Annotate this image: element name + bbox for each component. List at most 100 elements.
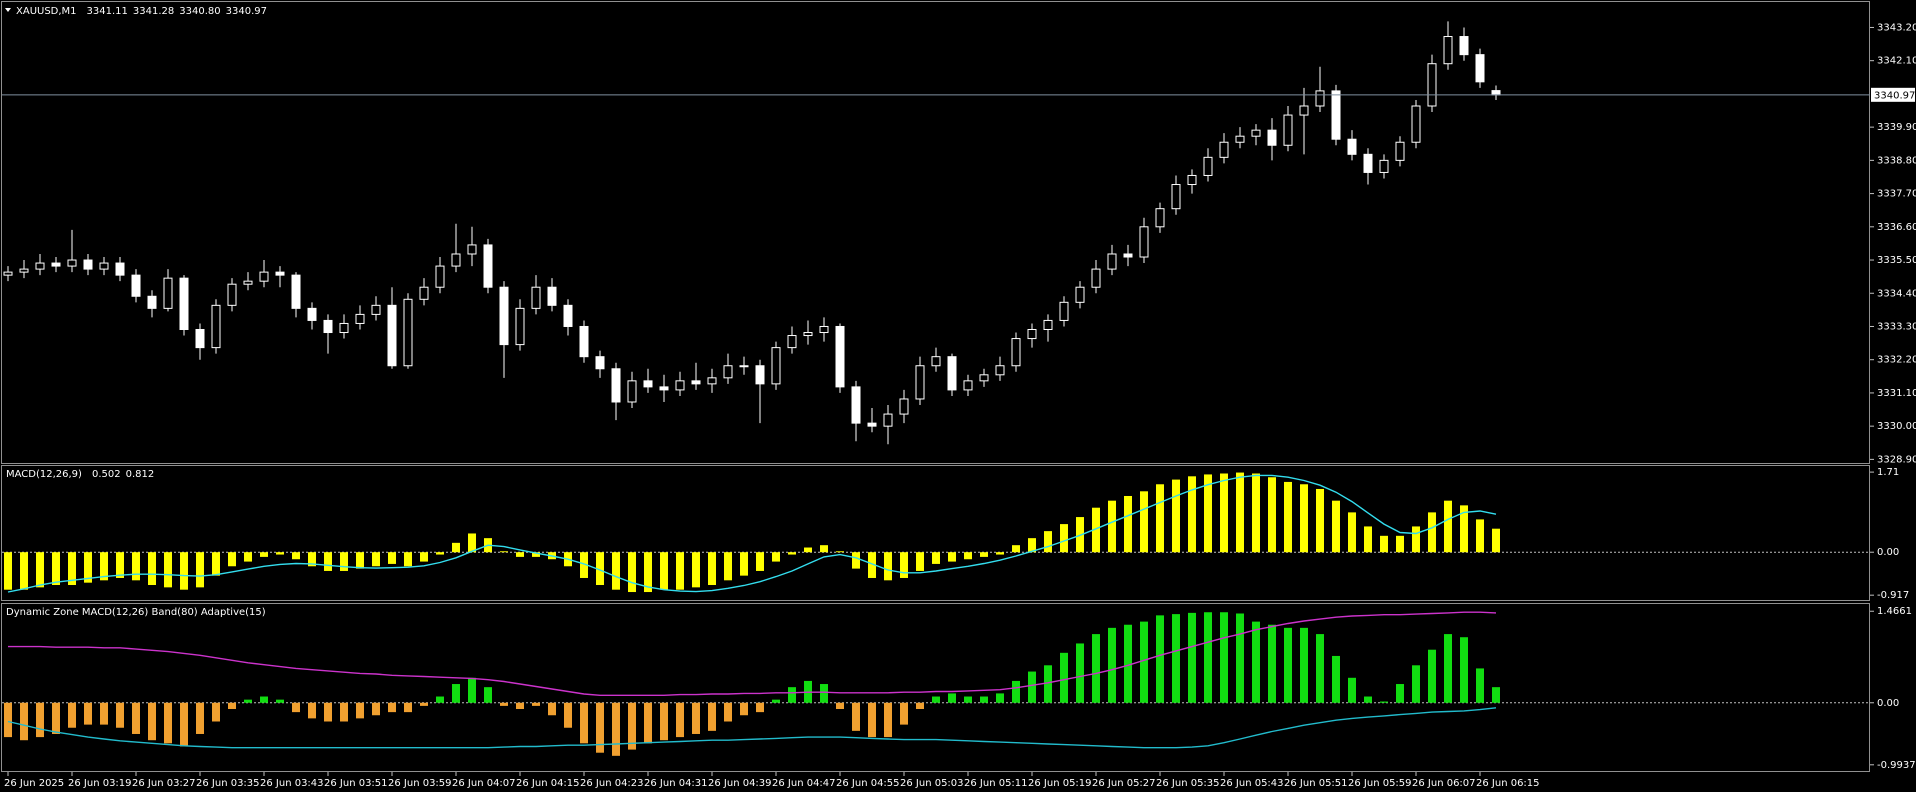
histogram-bar: [820, 545, 828, 553]
histogram-bar: [1252, 473, 1260, 553]
y-tick-label: 3333.30: [1877, 321, 1916, 332]
histogram-bar: [1012, 545, 1020, 553]
histogram-bar: [276, 552, 284, 555]
y-tick-label: 3331.10: [1877, 388, 1916, 399]
histogram-bar: [372, 702, 380, 716]
histogram-bar: [692, 702, 700, 734]
symbol-menu-arrow[interactable]: [5, 8, 11, 12]
candle-body: [963, 380, 973, 391]
candle-body: [1475, 54, 1485, 83]
histogram-bar: [1012, 680, 1020, 703]
header-value: 3340.80: [179, 6, 220, 17]
histogram-bar: [468, 533, 476, 553]
histogram-bar: [1492, 687, 1500, 703]
y-tick-label: 1.4661: [1877, 606, 1912, 617]
candle-body: [1459, 36, 1469, 56]
candle-body: [1299, 105, 1309, 116]
y-tick-label: -0.917: [1877, 590, 1909, 601]
histogram-bar: [1252, 621, 1260, 703]
candle-body: [867, 422, 877, 427]
histogram-bar: [1460, 637, 1468, 703]
x-tick-label: 26 Jun 06:07: [1412, 778, 1476, 789]
histogram-bar: [692, 552, 700, 588]
histogram-bar: [4, 702, 12, 738]
histogram-bar: [708, 702, 716, 731]
histogram-bar: [1140, 621, 1148, 703]
histogram-bar: [1156, 615, 1164, 703]
candle-body: [1411, 105, 1421, 143]
panel-title: XAUUSD,M1: [16, 6, 77, 17]
histogram-bar: [1284, 481, 1292, 553]
histogram-bar: [1140, 491, 1148, 553]
histogram-bar: [676, 702, 684, 738]
histogram-bar: [212, 552, 220, 576]
histogram-bar: [452, 684, 460, 703]
histogram-bar: [1092, 507, 1100, 553]
histogram-bar: [868, 552, 876, 578]
candle-body: [387, 304, 397, 367]
histogram-bar: [628, 552, 636, 593]
macd-panel-frame: [1, 465, 1870, 601]
histogram-bar: [1124, 495, 1132, 553]
histogram-bar: [68, 702, 76, 728]
histogram-bar: [1220, 612, 1228, 703]
histogram-bar: [244, 699, 252, 703]
histogram-bar: [724, 702, 732, 722]
histogram-bar: [292, 552, 300, 560]
x-tick-label: 26 Jun 04:23: [580, 778, 644, 789]
histogram-bar: [228, 702, 236, 710]
histogram-bar: [980, 552, 988, 557]
histogram-bar: [948, 552, 956, 562]
histogram-bar: [1444, 500, 1452, 553]
histogram-bar: [596, 552, 604, 586]
x-tick-label: 26 Jun 03:27: [132, 778, 196, 789]
histogram-bar: [388, 552, 396, 564]
histogram-bar: [1060, 652, 1068, 703]
candle-body: [595, 356, 605, 370]
panel-header: XAUUSD,M1 3341.11 3341.28 3340.80 3340.97: [16, 6, 267, 17]
candle-body: [755, 365, 765, 385]
candle-body: [659, 386, 669, 391]
histogram-bar: [1028, 671, 1036, 703]
histogram-bar: [580, 702, 588, 744]
histogram-bar: [4, 552, 12, 590]
histogram-bar: [660, 552, 668, 590]
y-tick-label: 3328.90: [1877, 454, 1916, 465]
histogram-bar: [740, 702, 748, 716]
candle-body: [547, 286, 557, 306]
candle-body: [323, 319, 333, 334]
indicator-line: [8, 611, 1497, 696]
y-tick-label: 3342.10: [1877, 56, 1916, 67]
histogram-bar: [1300, 627, 1308, 703]
candle-body: [1011, 338, 1021, 367]
candle-body: [771, 347, 781, 385]
histogram-bar: [900, 702, 908, 725]
histogram-bar: [804, 547, 812, 553]
histogram-bar: [436, 552, 444, 555]
histogram-bar: [68, 552, 76, 586]
histogram-bar: [164, 702, 172, 744]
histogram-bar: [740, 552, 748, 576]
histogram-bar: [20, 702, 28, 741]
candle-body: [675, 380, 685, 391]
histogram-bar: [644, 552, 652, 593]
histogram-bar: [1156, 484, 1164, 553]
histogram-bar: [1284, 627, 1292, 703]
histogram-bar: [20, 552, 28, 590]
candle-body: [1203, 156, 1213, 176]
histogram-bar: [788, 552, 796, 555]
histogram-bar: [1092, 634, 1100, 703]
y-tick-label: 3332.20: [1877, 355, 1916, 366]
candle-body: [483, 244, 493, 288]
histogram-bar: [292, 702, 300, 713]
price-box: [1871, 87, 1915, 102]
histogram-bar: [500, 551, 508, 553]
histogram-bar: [868, 702, 876, 738]
histogram-bar: [1476, 668, 1484, 703]
candle-body: [947, 356, 957, 391]
histogram-bar: [196, 552, 204, 588]
candle-body: [83, 259, 93, 270]
candle-body: [835, 325, 845, 388]
candle-body: [307, 307, 317, 321]
